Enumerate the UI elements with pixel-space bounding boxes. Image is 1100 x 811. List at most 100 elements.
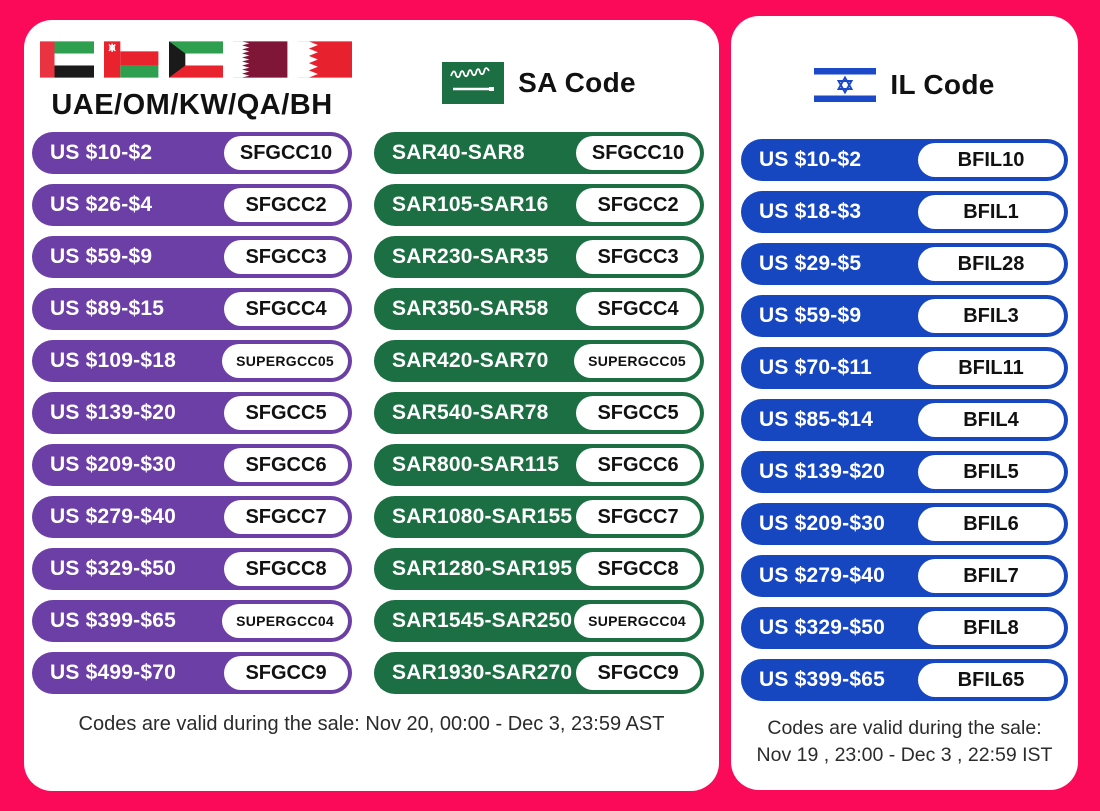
coupon-pill[interactable]: US $59-$9 BFIL3	[741, 295, 1068, 337]
coupon-code: BFIL11	[918, 351, 1064, 385]
coupon-code: SFGCC8	[224, 552, 348, 586]
coupon-pill[interactable]: SAR1930-SAR270 SFGCC9	[374, 652, 704, 694]
coupon-amount: US $209-$30	[50, 453, 176, 476]
coupon-amount: US $209-$30	[759, 512, 885, 535]
coupon-amount: US $399-$65	[50, 609, 176, 632]
coupon-pill[interactable]: SAR105-SAR16 SFGCC2	[374, 184, 704, 226]
sa-title: SA Code	[518, 67, 636, 98]
coupon-pill[interactable]: US $26-$4 SFGCC2	[32, 184, 352, 226]
coupon-amount: US $59-$9	[50, 245, 153, 268]
coupon-pill[interactable]: SAR40-SAR8 SFGCC10	[374, 132, 704, 174]
coupon-amount: SAR800-SAR115	[392, 453, 560, 476]
coupon-pill[interactable]: US $329-$50 BFIL8	[741, 607, 1068, 649]
coupon-pill[interactable]: US $499-$70 SFGCC9	[32, 652, 352, 694]
coupon-pill[interactable]: US $109-$18 SUPERGCC05	[32, 340, 352, 382]
coupon-code: SUPERGCC04	[574, 604, 700, 638]
coupon-amount: US $10-$2	[50, 141, 153, 164]
gcc-coupon-list: US $10-$2 SFGCC10 US $26-$4 SFGCC2 US $5…	[32, 132, 352, 694]
coupon-code: SFGCC2	[224, 188, 348, 222]
il-validity-line2: Nov 19 , 23:00 - Dec 3 , 22:59 IST	[756, 743, 1053, 766]
coupon-pill[interactable]: US $70-$11 BFIL11	[741, 347, 1068, 389]
uae-flag-icon	[40, 40, 95, 78]
coupon-code: BFIL6	[918, 507, 1064, 541]
coupon-pill[interactable]: US $29-$5 BFIL28	[741, 243, 1068, 285]
coupon-pill[interactable]: SAR540-SAR78 SFGCC5	[374, 392, 704, 434]
coupon-code: SUPERGCC04	[222, 604, 348, 638]
coupon-code: SFGCC3	[576, 240, 700, 274]
coupon-amount: US $139-$20	[50, 401, 176, 424]
il-coupon-list: US $10-$2 BFIL10 US $18-$3 BFIL1 US $29-…	[741, 139, 1068, 701]
coupon-pill[interactable]: US $89-$15 SFGCC4	[32, 288, 352, 330]
coupon-amount: US $279-$40	[759, 564, 885, 587]
coupon-amount: SAR350-SAR58	[392, 297, 549, 320]
coupon-pill[interactable]: SAR800-SAR115 SFGCC6	[374, 444, 704, 486]
coupon-amount: US $329-$50	[50, 557, 176, 580]
coupon-code: SUPERGCC05	[222, 344, 348, 378]
coupon-amount: SAR1280-SAR195	[392, 557, 573, 580]
coupon-amount: SAR540-SAR78	[392, 401, 549, 424]
coupon-code: SFGCC10	[224, 136, 348, 170]
coupon-pill[interactable]: SAR230-SAR35 SFGCC3	[374, 236, 704, 278]
coupon-amount: SAR1545-SAR250	[392, 609, 573, 632]
qatar-flag-icon	[233, 40, 288, 78]
coupon-code: SFGCC6	[224, 448, 348, 482]
gcc-sa-validity-text: Codes are valid during the sale: Nov 20,…	[78, 713, 665, 735]
coupon-code: SFGCC5	[576, 396, 700, 430]
coupon-pill[interactable]: SAR1080-SAR155 SFGCC7	[374, 496, 704, 538]
coupon-code: SFGCC7	[224, 500, 348, 534]
coupon-pill[interactable]: US $139-$20 SFGCC5	[32, 392, 352, 434]
coupon-pill[interactable]: US $209-$30 SFGCC6	[32, 444, 352, 486]
coupon-pill[interactable]: US $399-$65 BFIL65	[741, 659, 1068, 701]
coupon-amount: US $279-$40	[50, 505, 176, 528]
coupon-amount: US $70-$11	[759, 356, 872, 379]
coupon-pill[interactable]: US $209-$30 BFIL6	[741, 503, 1068, 545]
coupon-amount: SAR105-SAR16	[392, 193, 549, 216]
coupon-code: SFGCC7	[576, 500, 700, 534]
gcc-sa-panel: UAE/OM/KW/QA/BH US $10-$2 SFGCC10 US $26…	[24, 20, 719, 791]
coupon-pill[interactable]: US $279-$40 BFIL7	[741, 555, 1068, 597]
coupon-amount: SAR40-SAR8	[392, 141, 525, 164]
coupon-amount: US $89-$15	[50, 297, 165, 320]
coupon-pill[interactable]: US $399-$65 SUPERGCC04	[32, 600, 352, 642]
coupon-code: SFGCC4	[576, 292, 700, 326]
coupon-code: SFGCC5	[224, 396, 348, 430]
coupon-pill[interactable]: US $329-$50 SFGCC8	[32, 548, 352, 590]
gcc-column: UAE/OM/KW/QA/BH US $10-$2 SFGCC10 US $26…	[32, 20, 353, 694]
coupon-code: BFIL10	[918, 143, 1064, 177]
coupon-pill[interactable]: SAR1280-SAR195 SFGCC8	[374, 548, 704, 590]
coupon-pill[interactable]: US $85-$14 BFIL4	[741, 399, 1068, 441]
coupon-pill[interactable]: US $10-$2 BFIL10	[741, 139, 1068, 181]
coupon-code: SFGCC10	[576, 136, 700, 170]
il-title: IL Code	[890, 69, 995, 100]
sa-header: SA Code	[374, 62, 704, 104]
coupon-code: SFGCC3	[224, 240, 348, 274]
coupon-amount: US $10-$2	[759, 148, 862, 171]
coupon-pill[interactable]: SAR350-SAR58 SFGCC4	[374, 288, 704, 330]
coupon-code: SFGCC9	[224, 656, 348, 690]
coupon-pill[interactable]: US $139-$20 BFIL5	[741, 451, 1068, 493]
coupon-amount: US $29-$5	[759, 252, 862, 275]
coupon-pill[interactable]: US $10-$2 SFGCC10	[32, 132, 352, 174]
coupon-code: BFIL4	[918, 403, 1064, 437]
coupon-pill[interactable]: SAR420-SAR70 SUPERGCC05	[374, 340, 704, 382]
coupon-amount: US $399-$65	[759, 668, 885, 691]
coupon-code: BFIL7	[918, 559, 1064, 593]
coupon-amount: US $329-$50	[759, 616, 885, 639]
sa-column: SA Code SAR40-SAR8 SFGCC10 SAR105-SAR16 …	[374, 20, 704, 694]
il-header: IL Code	[731, 64, 1078, 106]
coupon-code: SFGCC4	[224, 292, 348, 326]
coupon-amount: SAR420-SAR70	[392, 349, 549, 372]
coupon-code: BFIL5	[918, 455, 1064, 489]
coupon-pill[interactable]: US $279-$40 SFGCC7	[32, 496, 352, 538]
coupon-pill[interactable]: US $59-$9 SFGCC3	[32, 236, 352, 278]
coupon-amount: SAR230-SAR35	[392, 245, 549, 268]
coupon-code: SFGCC8	[576, 552, 700, 586]
coupon-pill[interactable]: SAR1545-SAR250 SUPERGCC04	[374, 600, 704, 642]
coupon-pill[interactable]: US $18-$3 BFIL1	[741, 191, 1068, 233]
coupon-code: SFGCC2	[576, 188, 700, 222]
coupon-code: BFIL8	[918, 611, 1064, 645]
il-panel: IL Code US $10-$2 BFIL10 US $18-$3 BFIL1…	[731, 16, 1078, 790]
coupon-amount: SAR1930-SAR270	[392, 661, 573, 684]
coupon-code: SFGCC6	[576, 448, 700, 482]
